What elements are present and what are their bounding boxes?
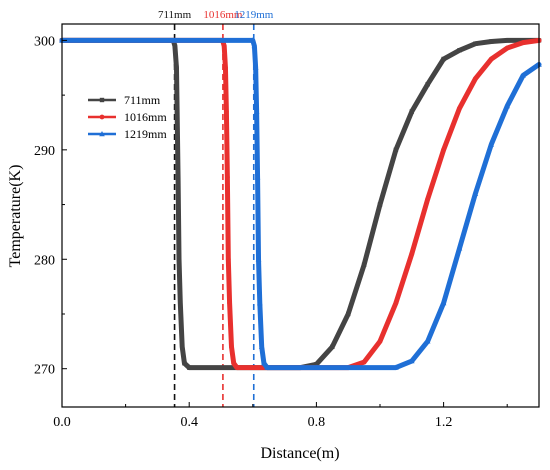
legend-marker: [99, 131, 105, 137]
data-point: [520, 40, 526, 46]
data-point: [253, 108, 260, 114]
data-point: [377, 338, 383, 344]
legend-item-1016mm: 1016mm: [88, 110, 167, 124]
ticks-layer: 0.0 0.4 0.8 1.2 270 280 290 300: [34, 34, 508, 430]
data-point: [182, 361, 187, 366]
y-tick-label: 290: [34, 144, 55, 159]
data-point: [488, 141, 495, 147]
legend-marker: [99, 97, 105, 103]
data-point: [409, 109, 414, 114]
legend: 711mm 1016mm 1219mm: [88, 93, 167, 141]
data-point: [473, 41, 478, 46]
x-tick-label: 0.0: [53, 415, 71, 430]
data-point: [174, 65, 179, 70]
data-point: [314, 362, 319, 367]
data-point: [361, 262, 367, 267]
data-point: [187, 365, 192, 370]
data-point: [229, 344, 234, 350]
series-line-1219mm: [59, 37, 542, 371]
data-point: [261, 360, 267, 366]
data-point: [255, 256, 262, 262]
legend-label: 1219mm: [124, 127, 167, 141]
data-point: [223, 65, 228, 71]
annotation-label-711mm: 711mm: [158, 9, 192, 21]
data-point: [504, 45, 510, 51]
data-point: [258, 343, 265, 350]
data-point: [224, 174, 230, 180]
legend-marker: [99, 114, 105, 120]
y-tick-label: 280: [34, 253, 55, 268]
plot-frame: [61, 23, 540, 408]
data-point: [393, 147, 399, 153]
data-point: [313, 364, 320, 370]
data-point: [409, 251, 415, 257]
series-line-1016mm: [59, 37, 542, 371]
data-point: [361, 359, 367, 365]
data-point: [252, 64, 259, 70]
data-point: [440, 300, 447, 306]
data-point: [425, 196, 431, 202]
data-point: [221, 43, 227, 49]
series-line-711mm: [59, 37, 542, 371]
data-point: [227, 300, 232, 306]
data-point: [178, 300, 183, 306]
legend-item-711mm: 711mm: [88, 93, 161, 107]
y-tick-label: 300: [34, 34, 55, 49]
data-point: [473, 76, 478, 82]
data-point: [457, 48, 462, 53]
data-point: [409, 358, 415, 364]
data-point: [472, 190, 479, 196]
legend-item-1219mm: 1219mm: [88, 127, 167, 141]
data-point: [180, 344, 185, 350]
legend-label: 711mm: [124, 93, 161, 107]
data-point: [234, 365, 240, 371]
series-711mm: [59, 37, 542, 371]
data-point: [441, 56, 446, 62]
x-axis-label: Distance(m): [260, 445, 339, 462]
series-1016mm: [59, 37, 542, 371]
data-point: [457, 105, 462, 111]
data-point: [224, 109, 229, 114]
data-point: [425, 81, 430, 87]
data-point: [251, 42, 258, 49]
data-point: [346, 311, 351, 317]
data-point: [393, 300, 399, 306]
legend-label: 1016mm: [124, 110, 167, 124]
data-point: [456, 245, 463, 251]
annotation-label-1016mm: 1016mm: [203, 9, 243, 21]
data-point: [256, 300, 263, 306]
data-point: [489, 39, 494, 44]
annotation-label-1219mm: 1219mm: [234, 9, 274, 21]
data-point: [377, 202, 383, 207]
data-point: [250, 37, 256, 43]
x-tick-label: 0.4: [180, 415, 198, 430]
y-axis-label: Temperature(K): [7, 165, 24, 268]
data-point: [330, 344, 335, 350]
data-point: [174, 109, 180, 114]
data-point: [504, 103, 510, 109]
data-point: [225, 256, 231, 262]
data-point: [488, 56, 494, 62]
data-point: [172, 43, 178, 49]
series-1219mm: [59, 37, 542, 371]
series-layer: [59, 37, 542, 371]
data-point: [264, 364, 270, 370]
data-point: [505, 38, 510, 43]
data-point: [424, 338, 431, 344]
x-tick-label: 1.2: [435, 415, 453, 430]
data-point: [176, 257, 182, 262]
y-tick-label: 270: [34, 363, 55, 378]
data-point: [441, 147, 446, 153]
x-tick-label: 0.8: [308, 415, 326, 430]
data-point: [231, 360, 237, 366]
data-point: [175, 175, 181, 180]
data-point: [520, 72, 526, 78]
data-point: [393, 364, 399, 370]
data-point: [254, 174, 261, 180]
